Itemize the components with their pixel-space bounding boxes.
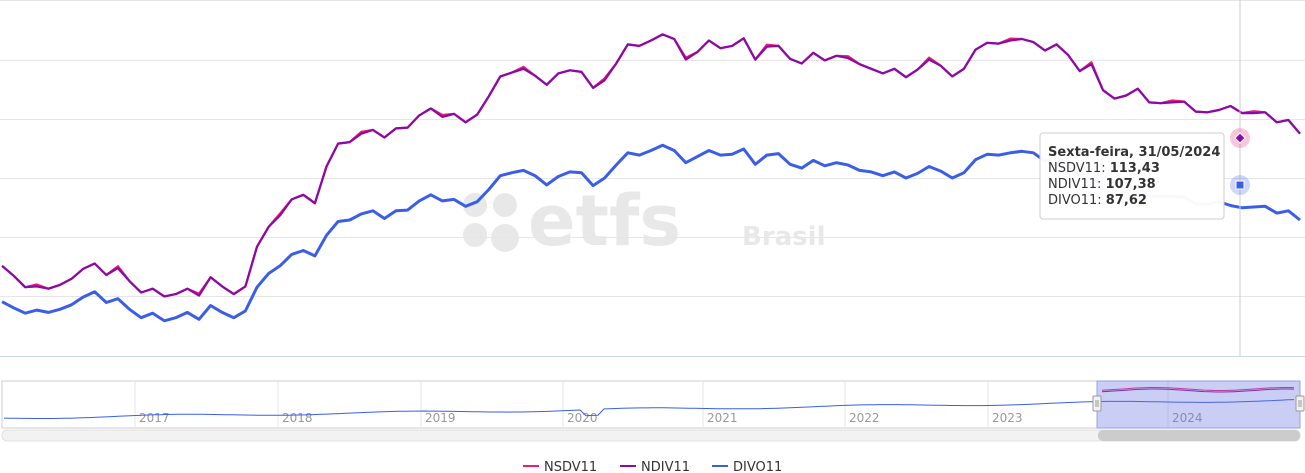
- watermark-subtext: Brasil: [742, 222, 825, 252]
- navigator-year-ticks: 2017 2018 2019 2020 2021 2022 2023 2024: [134, 381, 1203, 428]
- legend-item-nsdv11[interactable]: NSDV11: [523, 460, 597, 473]
- tooltip-row-nsdv: NSDV11: 113,43: [1048, 161, 1160, 176]
- tooltip-title: Sexta-feira, 31/05/2024: [1048, 145, 1220, 160]
- scrollbar-thumb[interactable]: [1098, 430, 1300, 441]
- grid-lines: [0, 0, 1305, 357]
- navigator-tick-label: 2022: [849, 411, 880, 425]
- navigator-tick-label: 2019: [425, 411, 456, 425]
- hover-marker-divo: [1235, 180, 1245, 190]
- navigator-line-ndiv11: [1101, 388, 1295, 393]
- navigator-series: [3, 387, 1295, 419]
- watermark: etfs Brasil: [463, 180, 825, 262]
- series-line-ndiv11: [1, 33, 1301, 298]
- navigator-background: [1, 380, 1301, 429]
- navigator-line-divo11: [3, 399, 1295, 419]
- tooltip-row-divo: DIVO11: 87,62: [1048, 193, 1147, 208]
- navigator-tick-label: 2023: [992, 411, 1023, 425]
- tooltip: Sexta-feira, 31/05/2024 NSDV11: 113,43 N…: [1039, 132, 1225, 220]
- navigator-tick-label: 2021: [707, 411, 738, 425]
- legend-label: NDIV11: [641, 460, 690, 473]
- legend-label: NSDV11: [544, 460, 597, 473]
- navigator-handle-left[interactable]: [1092, 395, 1102, 412]
- hover-marker-ndiv: [1234, 132, 1246, 144]
- watermark-text: etfs: [528, 180, 681, 262]
- legend-item-ndiv11[interactable]: NDIV11: [620, 460, 690, 473]
- legend-item-divo11[interactable]: DIVO11: [712, 460, 782, 473]
- navigator-line-nsdv11: [1101, 387, 1295, 391]
- legend: NSDV11 NDIV11 DIVO11: [523, 460, 782, 473]
- hover-markers: [1230, 128, 1250, 195]
- navigator-tick-label: 2020: [567, 411, 598, 425]
- navigator[interactable]: 2017 2018 2019 2020 2021 2022 2023 2024: [1, 380, 1305, 429]
- navigator-tick-label: 2024: [1172, 411, 1203, 425]
- navigator-handle-right[interactable]: [1295, 395, 1305, 412]
- navigator-tick-label: 2017: [139, 411, 170, 425]
- tooltip-row-ndiv: NDIV11: 107,38: [1048, 177, 1156, 192]
- navigator-tick-label: 2018: [282, 411, 313, 425]
- scrollbar[interactable]: [1, 429, 1301, 442]
- legend-label: DIVO11: [733, 460, 782, 473]
- navigator-selection[interactable]: [1096, 380, 1301, 429]
